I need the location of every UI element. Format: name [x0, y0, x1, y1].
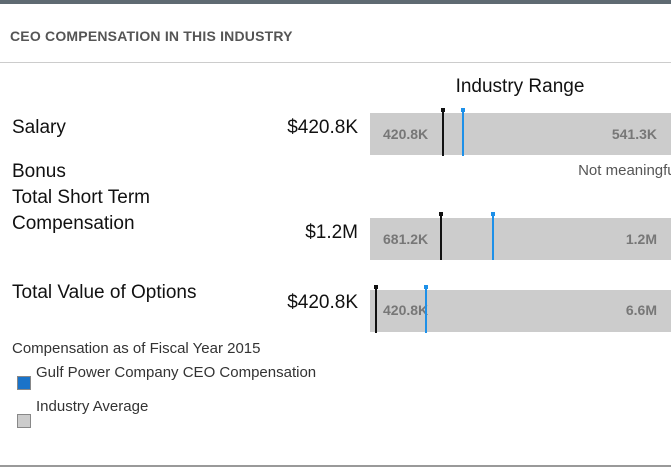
range-high: 6.6M	[625, 302, 657, 318]
company-marker	[424, 285, 428, 333]
divider	[0, 62, 671, 63]
range-bar	[370, 290, 671, 332]
range-low: 681.2K	[383, 231, 429, 247]
row-label: Salary	[12, 117, 66, 138]
row-value: $420.8K	[287, 117, 358, 138]
range-bar	[370, 113, 671, 155]
average-marker	[374, 285, 378, 333]
row-label: Bonus	[12, 161, 66, 182]
legend-label: Industry Average	[36, 398, 149, 415]
legend-swatch	[17, 376, 31, 390]
range-low: 420.8K	[383, 126, 429, 142]
company-marker	[461, 108, 465, 156]
row-label: Total Value of Options	[12, 282, 197, 303]
company-marker	[491, 212, 495, 260]
row-note: Not meaningful	[578, 162, 671, 179]
section-title: CEO COMPENSATION IN THIS INDUSTRY	[10, 28, 293, 44]
footnote: Compensation as of Fiscal Year 2015	[12, 340, 261, 357]
top-bar	[0, 0, 671, 4]
range-high: 541.3K	[611, 126, 657, 142]
row-label: Total Short Term Compensation	[12, 187, 150, 234]
range-bar	[370, 218, 671, 260]
divider	[0, 465, 671, 467]
average-marker	[439, 212, 443, 260]
row-value: $1.2M	[305, 222, 358, 243]
range-high: 1.2M	[625, 231, 657, 247]
range-low: 420.8K	[383, 302, 429, 318]
range-header: Industry Range	[455, 76, 585, 97]
row-value: $420.8K	[287, 292, 358, 313]
legend-swatch	[17, 414, 31, 428]
legend-label: Gulf Power Company CEO Compensation	[36, 364, 317, 381]
average-marker	[441, 108, 445, 156]
